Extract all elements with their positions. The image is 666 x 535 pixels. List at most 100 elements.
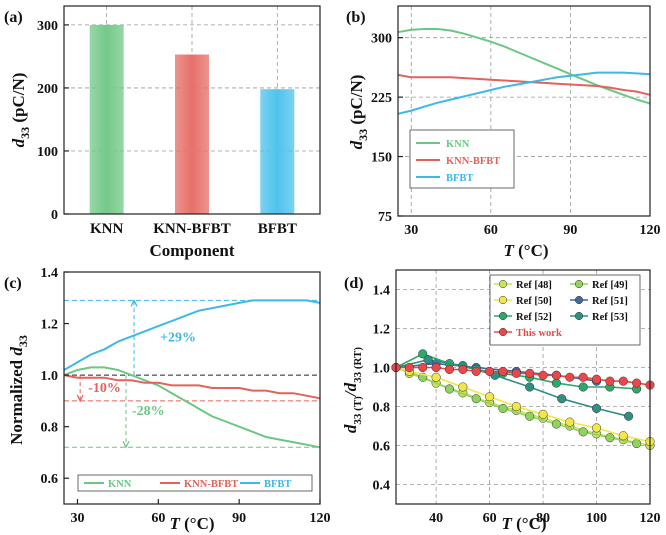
d-data-point <box>498 403 508 414</box>
c-series-bfbt <box>63 299 321 371</box>
d-data-point <box>471 394 481 404</box>
d-legend-box <box>489 274 641 346</box>
d-data-point <box>525 382 535 392</box>
c-ytick-label: 1.2 <box>41 318 59 333</box>
d-data-point <box>551 370 561 380</box>
c-annotation-text: -10% <box>88 381 121 396</box>
d-xtick-label: 120 <box>640 511 661 526</box>
panel-d-frame <box>395 269 651 505</box>
c-ytick-label: 0.8 <box>41 421 59 436</box>
panel-c-ylabel: Normalized d33 <box>7 335 30 445</box>
d-data-point <box>444 384 455 394</box>
panel-a-ylabel: d33 (pC/N) <box>9 73 32 148</box>
c-annotation-text: +29% <box>160 331 196 346</box>
c-series-knn-bfbt <box>63 374 321 400</box>
bar-bfbt <box>260 89 295 214</box>
d-legend-label: Ref [52] <box>516 312 552 323</box>
d-series-ref-49- <box>391 362 642 449</box>
d-legend-swatch-marker <box>498 311 508 321</box>
bar-knn <box>89 24 124 215</box>
d-data-point <box>578 372 588 382</box>
d-data-point <box>557 394 567 404</box>
d-data-point <box>624 411 634 421</box>
c-xtick-label: 60 <box>151 511 165 526</box>
d-data-point <box>551 378 561 388</box>
d-data-point <box>618 431 628 441</box>
d-legend-label: Ref [51] <box>592 296 628 307</box>
panel-c-frame <box>63 271 321 505</box>
panel-d-ylabel: d33 (T)/d33 (RT) <box>341 347 364 433</box>
d-legend-label: Ref [50] <box>516 296 552 307</box>
d-data-point <box>565 417 575 427</box>
d-data-point <box>578 382 588 392</box>
d-data-point <box>591 423 602 433</box>
panel-b-label: (b) <box>346 9 366 26</box>
c-annotation-arrow <box>76 394 84 403</box>
c-xtick-label: 90 <box>232 511 246 526</box>
d-data-point <box>632 378 642 388</box>
d-ytick-label: 0.4 <box>373 479 391 494</box>
d-data-point <box>423 355 433 365</box>
d-data-point <box>551 419 561 429</box>
d-legend-swatch-marker <box>498 295 508 305</box>
panel-a-xlabel: Component <box>149 241 234 260</box>
a-xtick-label: BFBT <box>258 221 297 237</box>
c-legend-label: KNN <box>108 479 132 490</box>
b-legend-label: KNN-BFBT <box>446 156 500 167</box>
panel-a-frame <box>63 5 321 215</box>
d-data-point <box>565 372 575 382</box>
d-data-point <box>485 392 495 402</box>
d-series-line <box>395 366 637 445</box>
d-data-point <box>632 439 642 449</box>
d-data-point <box>525 411 535 421</box>
d-xtick-label: 80 <box>536 511 550 526</box>
c-xtick-label: 30 <box>70 511 84 526</box>
c-legend-label: BFBT <box>264 479 291 490</box>
d-series-this-work <box>391 362 655 390</box>
b-series-bfbt <box>397 71 651 115</box>
d-data-point <box>591 374 602 384</box>
b-legend-label: KNN <box>446 139 470 150</box>
c-legend-box <box>77 474 313 492</box>
d-data-point <box>525 368 535 378</box>
d-data-point <box>418 349 428 359</box>
d-data-point <box>538 409 548 419</box>
c-ytick-label: 1.4 <box>41 266 59 281</box>
d-legend-label: Ref [48] <box>516 280 552 291</box>
panel-d-label: (d) <box>344 275 364 292</box>
c-annotation-arrow <box>122 441 130 449</box>
d-data-point <box>591 403 602 414</box>
b-ytick-label: 225 <box>371 91 392 106</box>
b-ytick-label: 300 <box>371 32 392 47</box>
d-series-line <box>395 358 629 418</box>
d-xtick-label: 100 <box>586 511 607 526</box>
d-data-point <box>471 366 481 376</box>
a-ytick-label: 200 <box>37 82 58 97</box>
d-data-point <box>458 382 468 392</box>
panel-c-xlabel: T (°C) <box>169 514 214 533</box>
d-data-point <box>458 364 468 375</box>
d-legend-swatch-marker <box>498 327 508 337</box>
d-legend-swatch-marker <box>574 279 584 289</box>
bar-knn-bfbt <box>175 54 209 215</box>
c-xtick-label: 120 <box>310 511 331 526</box>
d-data-point <box>404 362 414 373</box>
b-xtick-label: 120 <box>640 223 661 238</box>
d-legend-label: Ref [49] <box>592 280 628 291</box>
d-legend-swatch-marker <box>574 311 584 321</box>
d-data-point <box>618 376 628 386</box>
d-xtick-label: 60 <box>483 511 497 526</box>
c-legend-label: KNN-BFBT <box>184 479 238 490</box>
a-xtick-label: KNN-BFBT <box>153 221 231 237</box>
b-xtick-label: 30 <box>404 223 418 238</box>
d-data-point <box>431 362 441 373</box>
d-legend-swatch-marker <box>498 279 508 289</box>
d-legend-label: This work <box>516 328 562 339</box>
d-data-point <box>431 372 441 382</box>
c-annotation-arrow <box>130 299 138 307</box>
c-annotation-text: -28% <box>132 404 165 419</box>
d-legend-label: Ref [53] <box>592 312 628 323</box>
panel-b-xlabel: T (°C) <box>503 241 548 260</box>
